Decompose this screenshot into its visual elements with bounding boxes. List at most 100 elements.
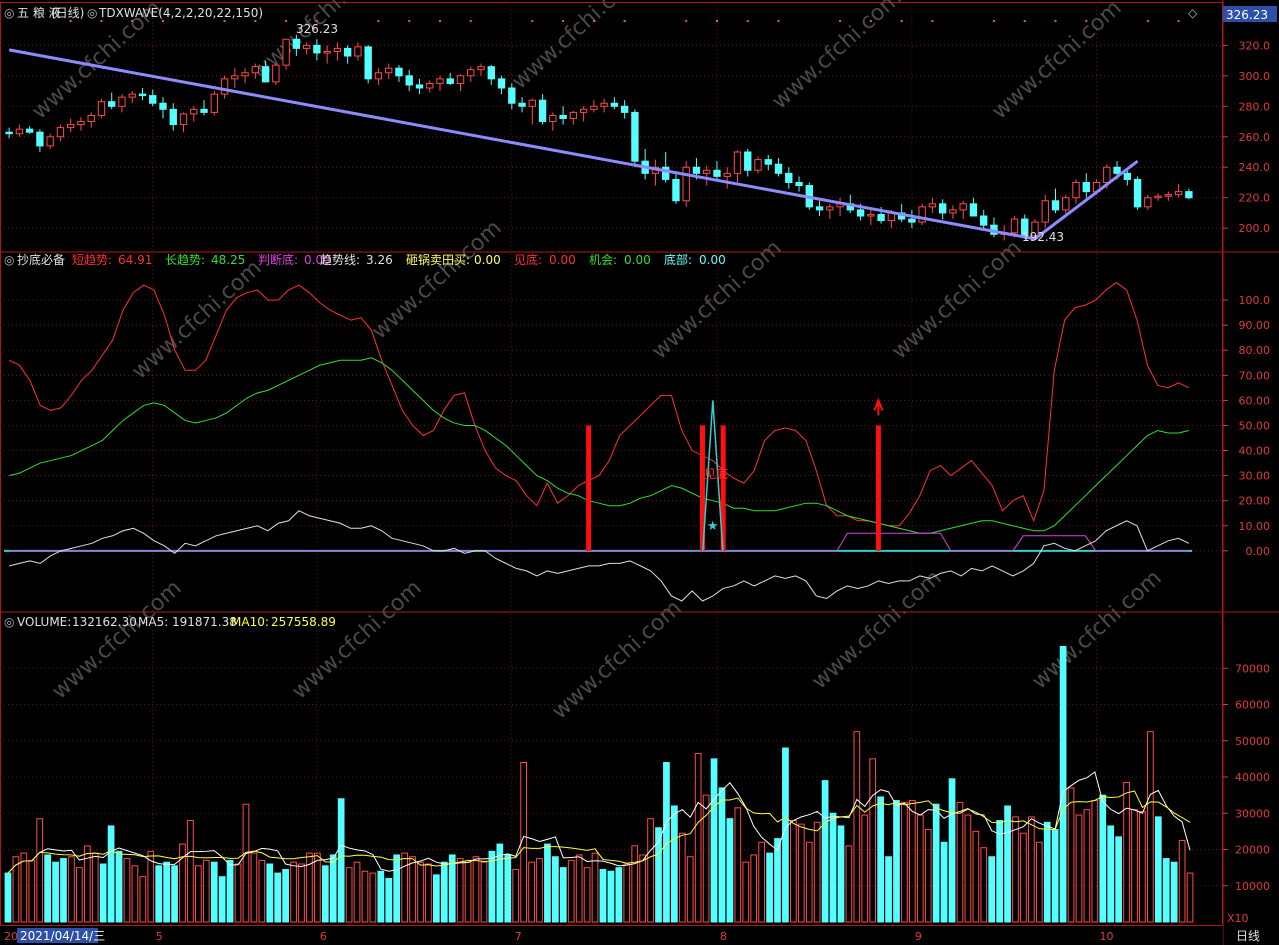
volume-bar[interactable] bbox=[139, 876, 147, 923]
candle[interactable] bbox=[446, 78, 454, 84]
candle[interactable] bbox=[569, 111, 578, 119]
volume-bar[interactable] bbox=[401, 852, 408, 923]
volume-bar[interactable] bbox=[686, 856, 694, 923]
volume-bar[interactable] bbox=[845, 845, 853, 923]
candle[interactable] bbox=[672, 178, 680, 202]
volume-bar[interactable] bbox=[758, 841, 765, 923]
candle[interactable] bbox=[405, 75, 413, 86]
volume-bar[interactable] bbox=[909, 800, 916, 923]
candle[interactable] bbox=[620, 105, 629, 113]
volume-bar[interactable] bbox=[123, 858, 131, 923]
volume-bar[interactable] bbox=[488, 850, 496, 923]
candle[interactable] bbox=[1133, 178, 1142, 208]
candle[interactable] bbox=[590, 105, 598, 110]
candle[interactable] bbox=[518, 102, 526, 107]
volume-bar[interactable] bbox=[4, 872, 12, 923]
volume-bar[interactable] bbox=[726, 818, 734, 923]
volume-bar[interactable] bbox=[60, 858, 67, 923]
volume-bar[interactable] bbox=[353, 861, 361, 923]
candle[interactable] bbox=[1144, 197, 1152, 208]
volume-bar[interactable] bbox=[1115, 836, 1122, 923]
volume-bar[interactable] bbox=[195, 865, 202, 923]
volume-bar[interactable] bbox=[1139, 810, 1146, 923]
volume-bar[interactable] bbox=[1035, 841, 1043, 923]
selected-date[interactable]: 2021/04/14/三 bbox=[20, 929, 105, 943]
candle[interactable] bbox=[190, 108, 198, 115]
volume-bar[interactable] bbox=[655, 827, 662, 923]
volume-bar[interactable] bbox=[76, 867, 83, 923]
candle[interactable] bbox=[333, 47, 342, 52]
volume-bar[interactable] bbox=[393, 854, 401, 923]
candle[interactable] bbox=[1010, 218, 1019, 234]
candle[interactable] bbox=[662, 166, 670, 180]
candle[interactable] bbox=[1123, 172, 1131, 180]
candle[interactable] bbox=[610, 102, 619, 107]
volume-bar[interactable] bbox=[218, 876, 226, 923]
candle[interactable] bbox=[785, 172, 793, 183]
candle[interactable] bbox=[87, 114, 95, 123]
volume-bar[interactable] bbox=[12, 856, 20, 923]
volume-bar[interactable] bbox=[1154, 816, 1162, 923]
volume-bar[interactable] bbox=[250, 852, 258, 923]
candle[interactable] bbox=[56, 127, 65, 138]
candle[interactable] bbox=[77, 121, 85, 126]
candle[interactable] bbox=[149, 95, 157, 104]
volume-bar[interactable] bbox=[179, 843, 186, 923]
candle[interactable] bbox=[826, 206, 834, 211]
volume-bar[interactable] bbox=[448, 854, 456, 923]
candle[interactable] bbox=[1103, 166, 1111, 183]
volume-bar[interactable] bbox=[504, 854, 512, 923]
candle[interactable] bbox=[508, 87, 516, 104]
volume-bar[interactable] bbox=[782, 747, 789, 923]
period-tab[interactable]: 日线 bbox=[1236, 929, 1260, 943]
volume-bar[interactable] bbox=[36, 818, 44, 923]
candle[interactable] bbox=[764, 159, 772, 165]
volume-bar[interactable] bbox=[853, 731, 861, 923]
volume-bar[interactable] bbox=[163, 861, 170, 923]
candle[interactable] bbox=[385, 67, 393, 74]
volume-bar[interactable] bbox=[1020, 832, 1027, 923]
candle[interactable] bbox=[867, 213, 875, 217]
candle[interactable] bbox=[692, 166, 701, 174]
candle[interactable] bbox=[169, 108, 177, 126]
volume-bar[interactable] bbox=[948, 778, 956, 923]
volume-bar[interactable] bbox=[575, 854, 583, 923]
candle[interactable] bbox=[395, 67, 403, 77]
candle[interactable] bbox=[744, 151, 752, 171]
volume-bar[interactable] bbox=[1083, 809, 1091, 923]
volume-bar[interactable] bbox=[544, 843, 551, 923]
volume-bar[interactable] bbox=[266, 863, 274, 923]
volume-bar[interactable] bbox=[409, 856, 416, 923]
volume-bar[interactable] bbox=[226, 859, 234, 923]
candle[interactable] bbox=[1154, 195, 1162, 199]
candle[interactable] bbox=[25, 128, 34, 133]
volume-bar[interactable] bbox=[829, 812, 837, 923]
volume-bar[interactable] bbox=[440, 861, 448, 923]
volume-bar[interactable] bbox=[552, 856, 559, 923]
volume-bar[interactable] bbox=[678, 832, 686, 923]
volume-bar[interactable] bbox=[837, 825, 845, 923]
volume-bar[interactable] bbox=[536, 858, 543, 923]
volume-bar[interactable] bbox=[877, 796, 884, 923]
volume-bar[interactable] bbox=[631, 845, 639, 923]
candle[interactable] bbox=[292, 38, 301, 49]
candle[interactable] bbox=[795, 181, 803, 187]
volume-bar[interactable] bbox=[1059, 646, 1067, 923]
price-panel-settings-icon[interactable]: ◎ bbox=[4, 6, 14, 20]
candle[interactable] bbox=[774, 163, 783, 174]
volume-bar[interactable] bbox=[1147, 731, 1154, 923]
volume-bar[interactable] bbox=[155, 865, 163, 923]
volume-bar[interactable] bbox=[44, 854, 51, 923]
volume-bar[interactable] bbox=[869, 758, 877, 923]
volume-bar[interactable] bbox=[964, 814, 972, 923]
volume-bar[interactable] bbox=[83, 845, 91, 923]
candle[interactable] bbox=[374, 72, 383, 80]
volume-bar[interactable] bbox=[131, 865, 139, 923]
volume-bar[interactable] bbox=[901, 801, 908, 923]
volume-bar[interactable] bbox=[115, 850, 123, 923]
volume-bar[interactable] bbox=[1067, 787, 1075, 923]
volume-bar[interactable] bbox=[1162, 858, 1170, 923]
volume-bar[interactable] bbox=[472, 856, 480, 923]
candle[interactable] bbox=[323, 50, 331, 54]
